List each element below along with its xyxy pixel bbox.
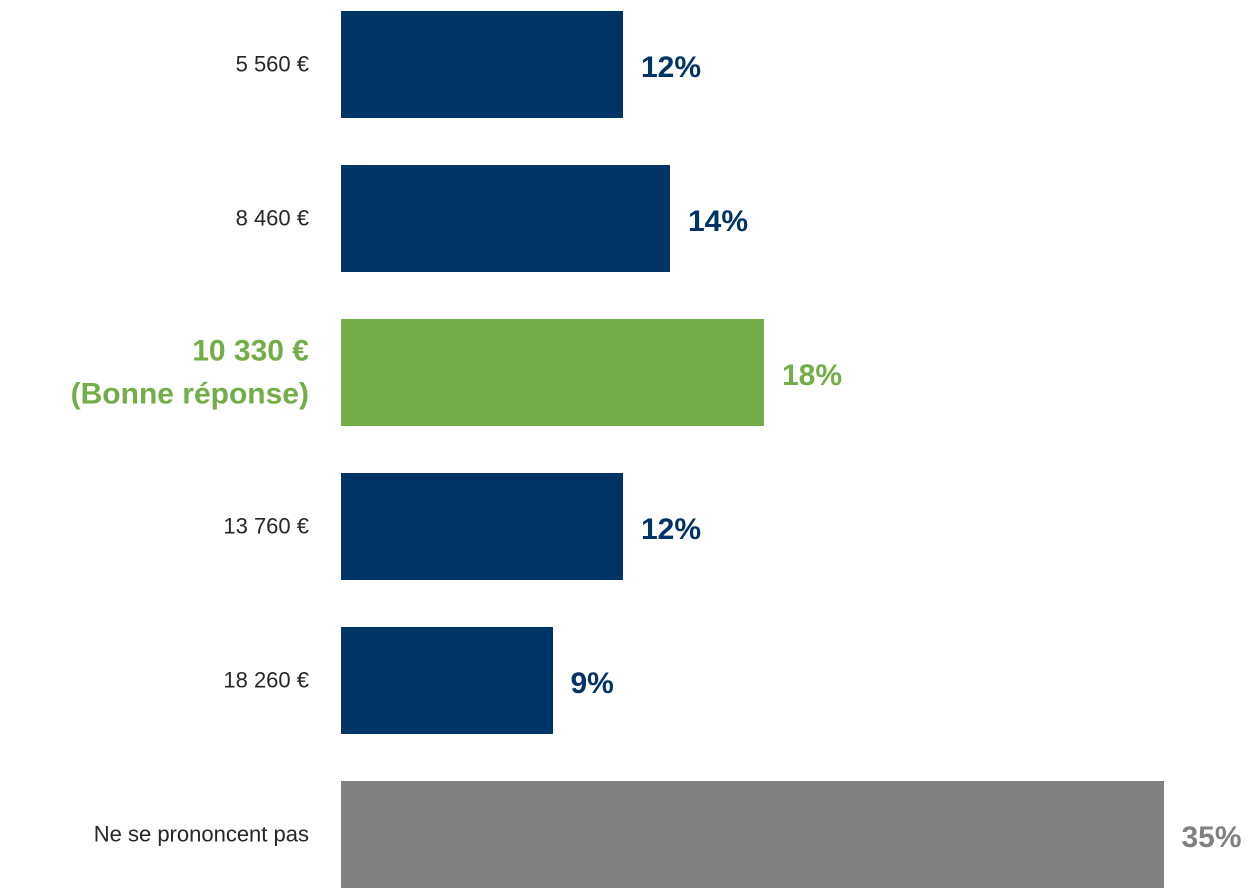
bar <box>341 627 553 734</box>
category-label: 13 760 € <box>223 513 309 539</box>
category-label: 18 260 € <box>223 667 309 693</box>
value-label: 14% <box>688 204 749 238</box>
value-label: 12% <box>641 512 702 546</box>
category-label: 5 560 € <box>235 51 309 77</box>
value-label: 9% <box>570 666 614 700</box>
bar <box>341 781 1164 888</box>
category-label: Ne se prononcent pas <box>93 821 309 847</box>
category-label: 10 330 € (Bonne réponse) <box>70 334 309 411</box>
value-label: 12% <box>641 50 702 84</box>
value-label: 35% <box>1181 820 1242 854</box>
value-label: 18% <box>782 358 843 392</box>
bar <box>341 473 623 580</box>
category-label: 8 460 € <box>235 205 309 231</box>
bar <box>341 11 623 118</box>
bar <box>341 319 764 426</box>
bar <box>341 165 670 272</box>
